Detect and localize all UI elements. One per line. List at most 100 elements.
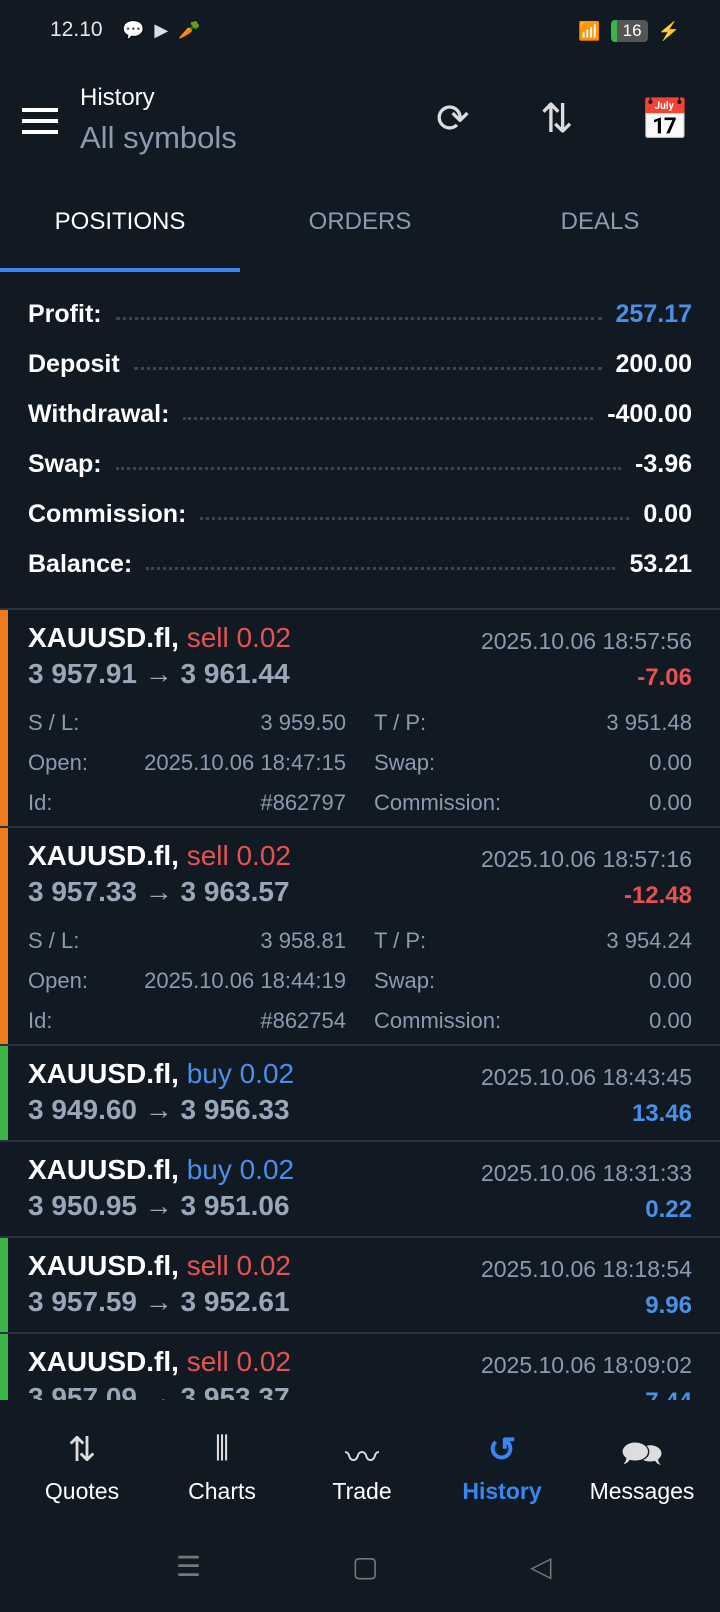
nav-label: History <box>462 1478 542 1504</box>
battery-level: 16 <box>610 20 648 42</box>
nav-label: Charts <box>188 1478 256 1504</box>
profit: -12.48 <box>623 882 692 909</box>
price-range: 3 949.60 → 3 956.33 <box>28 1094 290 1125</box>
nav-label: Quotes <box>44 1478 120 1504</box>
summary-value: -400.00 <box>607 399 692 428</box>
tab-positions[interactable]: POSITIONS <box>54 208 186 235</box>
side-volume: sell 0.02 <box>186 622 291 653</box>
symbol: XAUUSD.fl, <box>28 1154 179 1185</box>
summary-value: 0.00 <box>643 499 692 528</box>
position-card[interactable]: XAUUSD.fl, sell 0.02 2025.10.06 18:18:54… <box>0 1236 720 1332</box>
trend-line-icon: 〰 <box>345 1439 379 1477</box>
dotted-leader <box>200 516 630 520</box>
dotted-leader <box>133 366 602 370</box>
summary-value: 257.17 <box>615 299 692 328</box>
position-stripe <box>0 828 8 1044</box>
nav-history[interactable]: ↺ History <box>430 1430 574 1505</box>
position-stripe <box>0 1334 8 1400</box>
profit: 9.96 <box>645 1292 692 1319</box>
tab-indicator <box>0 268 240 272</box>
history-icon: ↺ <box>487 1431 517 1469</box>
sort-icon[interactable]: ⇅ <box>540 97 574 141</box>
nav-trade[interactable]: 〰 Trade <box>290 1430 434 1505</box>
status-time: 12.10 <box>50 18 103 41</box>
nav-quotes[interactable]: ⇅ Quotes <box>10 1430 154 1505</box>
arrows-up-down-icon: ⇅ <box>67 1431 97 1469</box>
wifi-icon: 📶 <box>578 20 601 41</box>
summary-value: -3.96 <box>635 449 692 478</box>
detail-label: T / P: <box>374 928 427 953</box>
back-button[interactable]: ◁ <box>530 1551 552 1582</box>
summary-row: Commission: 0.00 <box>28 496 692 532</box>
close-time: 2025.10.06 18:43:45 <box>480 1064 692 1090</box>
calendar-icon[interactable]: 📅 <box>640 98 690 142</box>
detail-value: 3 959.50 <box>260 710 346 735</box>
symbol: XAUUSD.fl, <box>28 622 179 653</box>
position-card[interactable]: XAUUSD.fl, sell 0.02 2025.10.06 18:57:16… <box>0 826 720 1044</box>
summary-row: Balance: 53.21 <box>28 546 692 582</box>
youtube-icon: ▶ <box>154 20 169 40</box>
position-title: XAUUSD.fl, buy 0.02 <box>28 1154 294 1186</box>
dotted-leader <box>146 566 616 570</box>
profit: 13.46 <box>631 1100 692 1127</box>
home-button[interactable]: ▢ <box>352 1551 379 1582</box>
detail-label: Open: <box>28 750 88 775</box>
symbol-filter[interactable]: All symbols <box>80 120 237 155</box>
nav-messages[interactable]: 🗪 Messages <box>570 1430 714 1505</box>
position-card[interactable]: XAUUSD.fl, sell 0.02 2025.10.06 18:09:02… <box>0 1332 720 1400</box>
charging-icon: ⚡ <box>657 20 680 41</box>
summary-label: Withdrawal: <box>28 399 170 428</box>
position-stripe <box>0 610 8 826</box>
candlestick-icon: ⫴ <box>214 1430 230 1468</box>
symbol: XAUUSD.fl, <box>28 1346 179 1377</box>
tab-deals[interactable]: DEALS <box>560 208 640 235</box>
close-time: 2025.10.06 18:09:02 <box>480 1352 692 1378</box>
menu-button[interactable] <box>22 108 58 141</box>
summary-row: Deposit 200.00 <box>28 346 692 382</box>
side-volume: sell 0.02 <box>186 1346 291 1377</box>
chat-bubbles-icon: 🗪 <box>620 1435 664 1473</box>
recents-button[interactable]: ☰ <box>176 1551 202 1582</box>
detail-label: Open: <box>28 968 88 993</box>
detail-value: 0.00 <box>649 1008 692 1033</box>
detail-value: 2025.10.06 18:44:19 <box>144 968 346 993</box>
page-title: History <box>80 84 155 111</box>
detail-label: T / P: <box>374 710 427 735</box>
position-stripe <box>0 1046 8 1140</box>
nav-charts[interactable]: ⫴ Charts <box>150 1430 294 1505</box>
position-card[interactable]: XAUUSD.fl, sell 0.02 2025.10.06 18:57:56… <box>0 608 720 826</box>
detail-value: 2025.10.06 18:47:15 <box>144 750 346 775</box>
summary-label: Swap: <box>28 449 102 478</box>
summary-row: Profit: 257.17 <box>28 296 692 332</box>
position-card[interactable]: XAUUSD.fl, buy 0.02 2025.10.06 18:43:45 … <box>0 1044 720 1140</box>
price-range: 3 950.95 → 3 951.06 <box>28 1190 290 1221</box>
nav-label: Trade <box>332 1478 392 1504</box>
close-time: 2025.10.06 18:18:54 <box>480 1256 692 1282</box>
nav-label: Messages <box>589 1478 695 1504</box>
price-range: 3 957.91 → 3 961.44 <box>28 658 290 689</box>
position-card[interactable]: XAUUSD.fl, buy 0.02 2025.10.06 18:31:33 … <box>0 1140 720 1236</box>
currency-exchange-icon[interactable]: ⟳ <box>436 97 470 141</box>
position-stripe <box>0 1238 8 1332</box>
summary-label: Profit: <box>28 299 102 328</box>
profit: -7.06 <box>637 664 692 691</box>
close-time: 2025.10.06 18:57:16 <box>480 846 692 872</box>
dotted-leader <box>115 466 622 470</box>
tab-orders[interactable]: ORDERS <box>308 208 412 235</box>
side-volume: buy 0.02 <box>186 1058 295 1089</box>
position-title: XAUUSD.fl, sell 0.02 <box>28 622 291 654</box>
detail-label: Id: <box>28 790 53 815</box>
position-stripe <box>0 1142 8 1236</box>
detail-label: S / L: <box>28 710 80 735</box>
summary-value: 53.21 <box>629 549 692 578</box>
summary-row: Withdrawal: -400.00 <box>28 396 692 432</box>
detail-label: Swap: <box>374 750 436 775</box>
position-title: XAUUSD.fl, sell 0.02 <box>28 1250 291 1282</box>
close-time: 2025.10.06 18:57:56 <box>480 628 692 654</box>
dotted-leader <box>115 316 602 320</box>
detail-value: 3 954.24 <box>606 928 692 953</box>
dotted-leader <box>183 416 594 420</box>
summary-row: Swap: -3.96 <box>28 446 692 482</box>
price-range: 3 957.59 → 3 952.61 <box>28 1286 290 1317</box>
price-range: 3 957.33 → 3 963.57 <box>28 876 290 907</box>
